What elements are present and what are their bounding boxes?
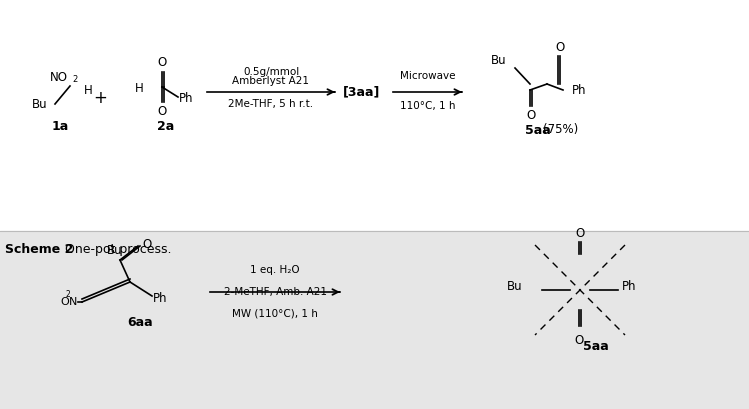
Text: Ph: Ph — [179, 92, 193, 106]
Text: O: O — [575, 227, 585, 240]
Text: O: O — [157, 105, 166, 118]
Text: Bu: Bu — [506, 279, 522, 292]
Text: 0.5g/mmol: 0.5g/mmol — [243, 67, 299, 77]
Text: O: O — [142, 238, 151, 250]
Bar — [0, 0, 749, 231]
Text: N: N — [69, 297, 77, 307]
Text: O: O — [157, 56, 166, 69]
Text: O: O — [527, 109, 536, 122]
Text: 2-MeTHF, Amb. A21: 2-MeTHF, Amb. A21 — [223, 287, 327, 297]
Text: (75%): (75%) — [543, 124, 578, 137]
Text: 2: 2 — [72, 75, 77, 84]
Text: Ph: Ph — [572, 83, 586, 97]
Bar — [0, 231, 749, 409]
Text: 6aa: 6aa — [127, 315, 153, 328]
Text: 5aa: 5aa — [525, 124, 551, 137]
Text: 2a: 2a — [157, 119, 175, 133]
Text: 2Me-THF, 5 h r.t.: 2Me-THF, 5 h r.t. — [228, 99, 314, 109]
Text: Bu: Bu — [32, 97, 48, 110]
Text: One-pot process.: One-pot process. — [65, 243, 172, 256]
Text: 5aa: 5aa — [583, 341, 609, 353]
Text: O: O — [60, 297, 69, 307]
Text: NO: NO — [50, 71, 68, 84]
Text: +: + — [93, 89, 107, 107]
Text: 1a: 1a — [52, 119, 69, 133]
Text: 2: 2 — [65, 290, 70, 299]
Text: H: H — [84, 83, 93, 97]
Text: O: O — [574, 334, 583, 347]
Text: Bu: Bu — [491, 54, 507, 67]
Text: 1 eq. H₂O: 1 eq. H₂O — [250, 265, 300, 275]
Text: Microwave: Microwave — [400, 71, 455, 81]
Text: Scheme 2: Scheme 2 — [5, 243, 73, 256]
Text: O: O — [555, 41, 565, 54]
Text: Ph: Ph — [622, 279, 637, 292]
Text: Amberlyst A21: Amberlyst A21 — [232, 76, 309, 86]
Text: Bu: Bu — [107, 244, 123, 257]
Text: MW (110°C), 1 h: MW (110°C), 1 h — [232, 309, 318, 319]
Text: 110°C, 1 h: 110°C, 1 h — [400, 101, 455, 111]
Text: H: H — [136, 81, 144, 94]
Text: Ph: Ph — [153, 292, 168, 304]
Text: [3aa]: [3aa] — [343, 85, 380, 99]
